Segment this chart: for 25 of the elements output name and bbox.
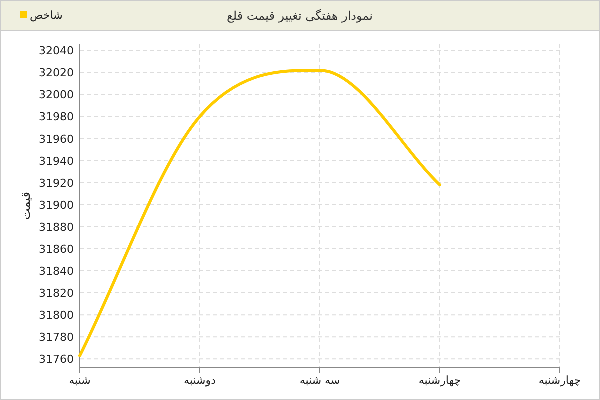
chart-title: نمودار هفتگی تغییر قیمت قلع bbox=[226, 9, 374, 23]
y-tick-label: 32020 bbox=[39, 66, 74, 80]
y-tick-label: 31860 bbox=[39, 242, 74, 256]
x-tick-label: دوشنبه bbox=[184, 374, 216, 387]
y-tick-label: 31840 bbox=[39, 265, 74, 278]
line-series bbox=[78, 68, 442, 358]
legend: شاخص bbox=[20, 9, 63, 22]
x-tick-label: شنبه bbox=[69, 374, 91, 387]
legend-label: شاخص bbox=[30, 9, 63, 22]
x-tick-label: چهارشنبه bbox=[538, 374, 582, 387]
y-tick-label: 31820 bbox=[39, 287, 74, 300]
y-tick-label: 31760 bbox=[39, 353, 74, 366]
y-tick-label: 32040 bbox=[39, 44, 74, 58]
y-axis-title: قیمت bbox=[19, 192, 33, 220]
y-tick-label: 31980 bbox=[39, 110, 74, 124]
y-tick-label: 31800 bbox=[39, 309, 74, 322]
y-tick-label: 31960 bbox=[39, 132, 74, 146]
y-tick-label: 31920 bbox=[39, 176, 74, 190]
y-tick-label: 31940 bbox=[39, 154, 74, 168]
y-tick-label: 31780 bbox=[39, 331, 74, 344]
y-tick-label: 31900 bbox=[39, 198, 74, 212]
y-tick-label: 32000 bbox=[39, 88, 74, 102]
y-tick-label: 31880 bbox=[39, 220, 74, 234]
x-tick-label: چهارشنبه bbox=[418, 374, 462, 387]
x-tick-label: سه شنبه bbox=[300, 374, 340, 387]
